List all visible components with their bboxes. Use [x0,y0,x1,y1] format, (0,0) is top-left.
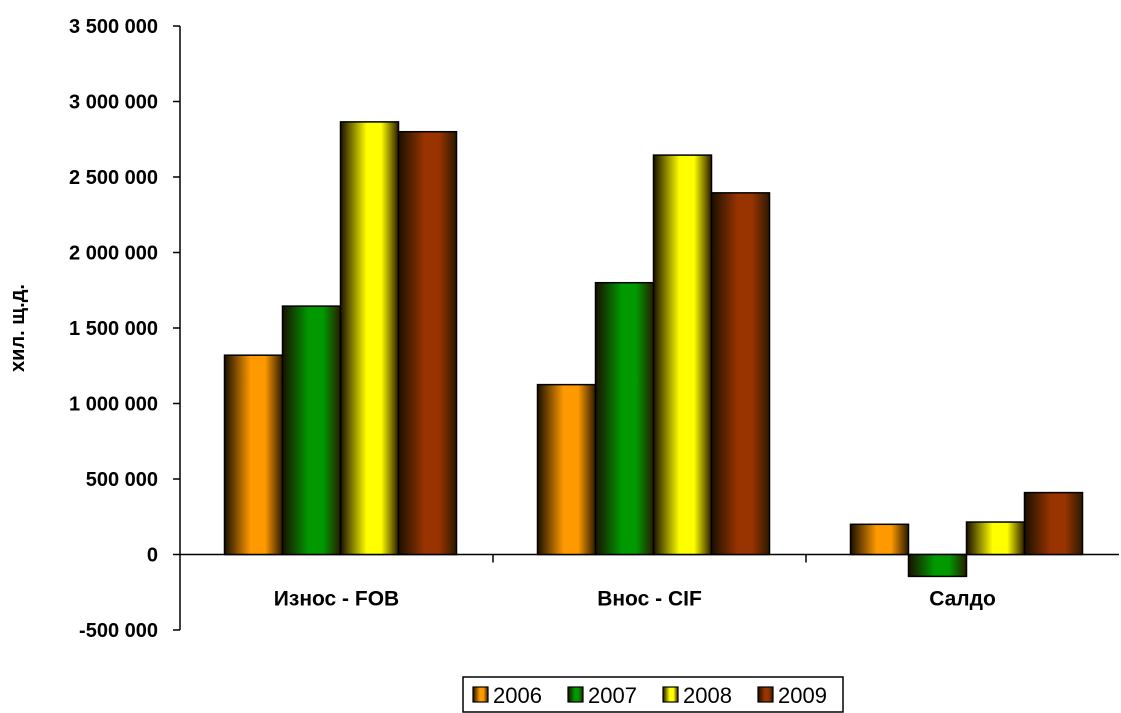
y-tick-label: 3 500 000 [69,16,158,38]
y-tick-label: 3 000 000 [69,92,158,114]
bar-2006-0 [223,354,284,556]
x-category-label: Внос - CIF [597,588,702,611]
bar-2008-2 [965,521,1026,556]
x-category-label: Салдо [929,588,996,611]
bar-2008-1 [652,154,713,556]
legend-label-2009: 2009 [778,683,827,708]
plot-area: -500 000 0 500 000 1 000 000 1 500 000 2 000 … [69,16,1119,642]
y-tick-label: 2 500 000 [69,167,158,189]
legend-label-2007: 2007 [588,683,637,708]
y-tick-label: 1 000 000 [69,394,158,416]
bar-2006-2 [849,523,910,556]
legend-label-2008: 2008 [683,683,732,708]
legend-label-2006: 2006 [493,683,542,708]
y-tick-label: 1 500 000 [69,318,158,340]
legend-swatch-2009 [757,686,774,703]
legend-swatch-2007 [567,686,584,703]
bar-2009-2 [1023,491,1084,556]
bar-2008-0 [339,121,400,556]
y-tick-label: 500 000 [86,469,158,491]
legend: 2006 2007 2008 2009 [462,676,844,713]
y-tick-label: 2 000 000 [69,243,158,265]
bar-2009-1 [710,192,771,556]
legend-swatch-2008 [662,686,679,703]
bar-2007-0 [281,305,342,556]
bar-2007-2 [907,553,968,578]
x-category-label: Износ - FOB [274,588,399,611]
bar-2009-0 [397,130,458,556]
bar-2006-1 [536,383,597,556]
y-tick-label: -500 000 [79,620,158,642]
y-axis-label: хил. щ.д. [7,284,29,372]
y-tick-label: 0 [147,545,158,567]
bar-2007-1 [594,281,655,556]
legend-swatch-2006 [472,686,489,703]
legend-box [462,676,844,713]
